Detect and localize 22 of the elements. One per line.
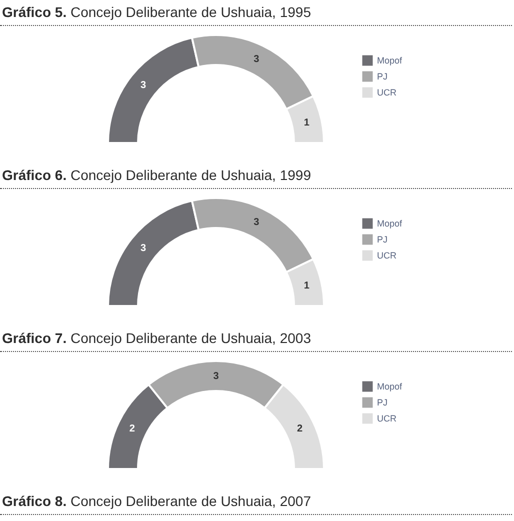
legend-label: UCR <box>377 250 397 260</box>
data-label: 3 <box>140 80 147 92</box>
legend-label: Mopof <box>377 218 403 228</box>
data-label: 1 <box>304 117 310 128</box>
data-label: 3 <box>254 54 260 66</box>
legend-label: Mopof <box>377 56 403 66</box>
data-label: 3 <box>213 371 220 382</box>
chart-title: Gráfico 5. Concejo Deliberante de Ushuaia, 1995 <box>0 0 512 26</box>
text: Gráfico 8. Concejo Deliberante de Ushuaia, 2007 <box>0 489 512 515</box>
chart-title: Gráfico 7. Concejo Deliberante de Ushuaia, 2003 <box>0 326 512 352</box>
legend-label: UCR <box>377 88 397 98</box>
data-label: 2 <box>297 424 304 435</box>
data-label: 3 <box>140 243 147 254</box>
legend-label: Mopof <box>377 382 403 392</box>
legend-label: PJ <box>377 234 388 244</box>
data-label: 2 <box>129 424 136 435</box>
legend-label: UCR <box>377 414 397 424</box>
chart-title: Gráfico 6. Concejo Deliberante de Ushuaia, 1999 <box>0 163 512 189</box>
legend-label: PJ <box>377 398 388 408</box>
data-label: 1 <box>304 280 310 292</box>
legend-label: PJ <box>377 72 388 82</box>
data-label: 3 <box>254 217 260 228</box>
